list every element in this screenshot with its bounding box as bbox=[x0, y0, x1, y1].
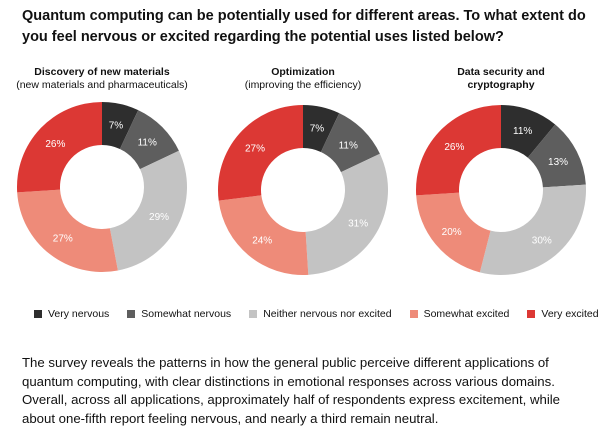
donut-slice bbox=[303, 105, 340, 152]
data-label: 7% bbox=[109, 121, 124, 132]
donut-slice bbox=[527, 124, 586, 188]
legend-label: Somewhat nervous bbox=[141, 308, 232, 320]
data-label: 31% bbox=[348, 219, 368, 230]
chart-subtitle: (improving the efficiency) bbox=[244, 79, 362, 91]
donut-slice bbox=[109, 150, 187, 271]
chart-title: Data security and cryptography bbox=[457, 66, 545, 91]
data-label: 11% bbox=[138, 138, 157, 149]
legend-swatch bbox=[249, 310, 258, 318]
legend-swatch bbox=[527, 310, 536, 318]
chart-title: Optimization bbox=[271, 66, 335, 78]
legend-swatch bbox=[409, 310, 418, 318]
legend-swatch bbox=[34, 310, 42, 318]
legend-label: Very nervous bbox=[48, 308, 110, 320]
donut-slice bbox=[102, 102, 139, 149]
data-label: 11% bbox=[339, 141, 358, 152]
legend-item: Somewhat nervous bbox=[127, 308, 231, 320]
donut-charts: 7% 11% 29% 27% 26% 7% 11% 31% 24% 27% 11% 13% 30% 20%… bbox=[17, 102, 586, 276]
donut-slice bbox=[305, 153, 388, 275]
legend-label: Very excited bbox=[541, 308, 599, 320]
donut-slice bbox=[119, 110, 179, 170]
data-label: 27% bbox=[53, 234, 73, 245]
donut-slice bbox=[415, 105, 501, 196]
chart-title-optimization: Optimization (improving the efficiency) bbox=[203, 66, 403, 92]
legend-item: Very nervous bbox=[34, 308, 109, 320]
donut-slice bbox=[479, 184, 586, 276]
data-label: 26% bbox=[45, 139, 65, 150]
data-label: 29% bbox=[149, 212, 169, 223]
donut-slice bbox=[416, 192, 491, 273]
chart-subtitle: (new materials and pharmaceuticals) bbox=[16, 79, 188, 91]
chart-title-security: Data security and cryptography bbox=[431, 66, 571, 92]
donut-slice bbox=[501, 105, 556, 158]
legend-swatch bbox=[127, 310, 136, 318]
data-label: 20% bbox=[442, 227, 462, 238]
legend-label: Somewhat excited bbox=[423, 308, 510, 320]
donut-slice bbox=[320, 113, 380, 173]
data-label: 13% bbox=[548, 157, 568, 168]
data-label: 11% bbox=[513, 126, 532, 137]
chart-title: Discovery of new materials bbox=[34, 66, 170, 78]
chart-title-materials: Discovery of new materials (new materials… bbox=[2, 66, 202, 92]
page-title: Quantum computing can be potentially use… bbox=[22, 8, 586, 45]
legend-item: Very excited bbox=[527, 308, 599, 320]
legend: Very nervous Somewhat nervous Neither nerv… bbox=[34, 308, 599, 320]
data-label: 30% bbox=[532, 235, 552, 246]
data-label: 26% bbox=[444, 142, 464, 153]
legend-item: Somewhat excited bbox=[409, 308, 510, 320]
donut-slice bbox=[17, 189, 118, 272]
donut-slice bbox=[17, 102, 102, 193]
legend-item: Neither nervous nor excited bbox=[249, 308, 392, 320]
donut-slice bbox=[218, 195, 309, 276]
legend-label: Neither nervous nor excited bbox=[263, 308, 392, 320]
data-label: 7% bbox=[310, 124, 325, 135]
data-label: 24% bbox=[252, 235, 272, 246]
data-label: 27% bbox=[245, 144, 265, 155]
summary-paragraph: The survey reveals the patterns in how t… bbox=[22, 355, 561, 426]
donut-slice bbox=[217, 105, 303, 201]
